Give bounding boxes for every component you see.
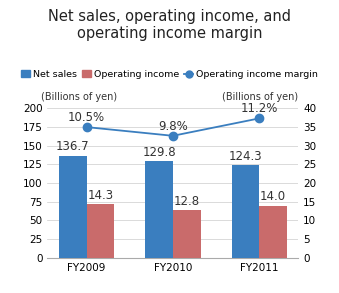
Text: 9.8%: 9.8% bbox=[158, 120, 188, 133]
Text: 136.7: 136.7 bbox=[56, 140, 89, 154]
Bar bbox=[145, 161, 173, 258]
Text: 124.3: 124.3 bbox=[228, 150, 262, 163]
Bar bbox=[232, 165, 259, 258]
Text: 129.8: 129.8 bbox=[142, 146, 176, 159]
Text: Net sales, operating income, and
operating income margin: Net sales, operating income, and operati… bbox=[48, 9, 291, 41]
Legend: Net sales, Operating income, Operating income margin: Net sales, Operating income, Operating i… bbox=[17, 66, 322, 83]
Text: 14.3: 14.3 bbox=[87, 189, 113, 202]
Text: 14.0: 14.0 bbox=[260, 190, 286, 203]
Bar bbox=[59, 156, 86, 258]
Bar bbox=[86, 205, 114, 258]
Text: (Billions of yen): (Billions of yen) bbox=[222, 92, 298, 102]
Text: (Billions of yen): (Billions of yen) bbox=[41, 92, 117, 102]
Text: 11.2%: 11.2% bbox=[241, 102, 278, 115]
Text: 12.8: 12.8 bbox=[174, 195, 200, 208]
Bar bbox=[173, 210, 201, 258]
Text: 10.5%: 10.5% bbox=[68, 111, 105, 124]
Bar bbox=[259, 206, 287, 258]
